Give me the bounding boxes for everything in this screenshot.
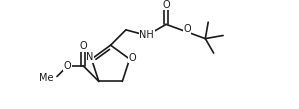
Text: O: O — [79, 41, 87, 51]
Text: N: N — [86, 52, 94, 62]
Text: NH: NH — [139, 31, 154, 40]
Text: O: O — [162, 0, 170, 10]
Text: O: O — [63, 61, 71, 71]
Text: O: O — [129, 53, 136, 63]
Text: O: O — [183, 24, 191, 34]
Text: Me: Me — [39, 73, 54, 83]
